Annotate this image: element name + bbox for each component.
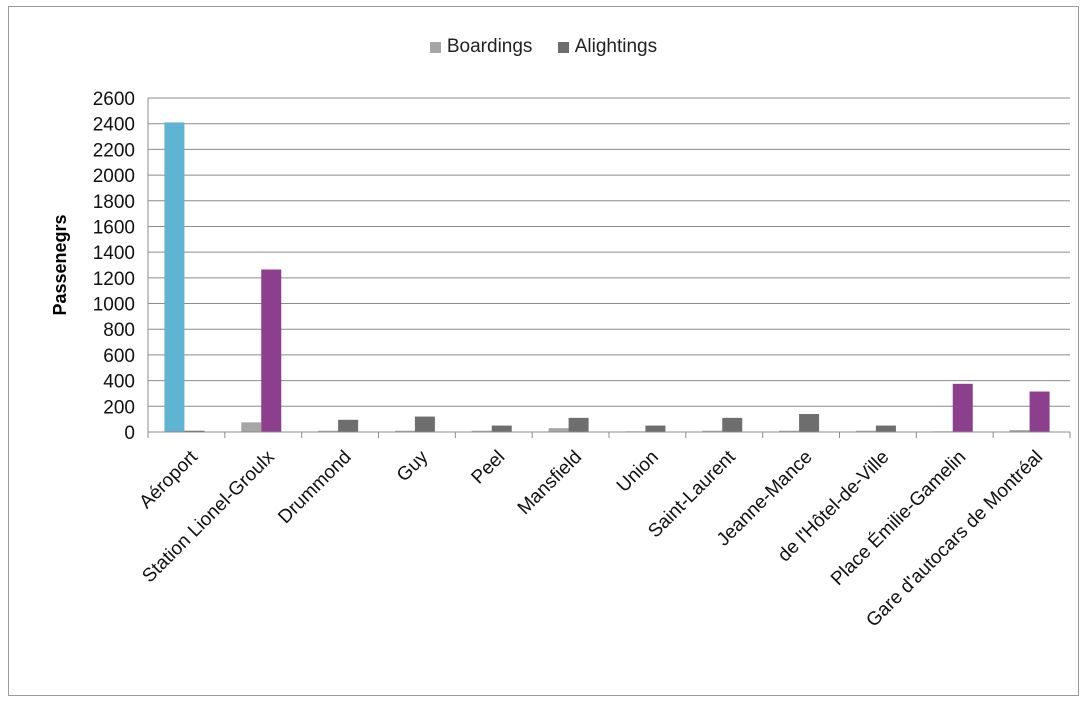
x-tick-label: Drummond [274, 447, 355, 528]
bar-alightings-2 [338, 419, 359, 432]
bar-boardings-2 [318, 430, 339, 432]
y-tick-label: 800 [103, 320, 135, 341]
legend-item-boardings: Boardings [429, 36, 533, 58]
legend: Boardings Alightings [0, 36, 1087, 59]
bar-boardings-9 [855, 430, 876, 432]
y-tick-label: 2200 [93, 140, 135, 161]
legend-swatch-alightings [557, 41, 569, 53]
chart-frame [8, 6, 1079, 696]
bar-boardings-3 [394, 430, 415, 432]
bar-alightings-7 [722, 417, 743, 432]
y-tick-label: 200 [103, 397, 135, 418]
bar-boardings-8 [779, 430, 800, 432]
y-tick-label: 0 [124, 423, 135, 444]
y-tick-label: 1000 [93, 295, 135, 316]
bar-boardings-0 [164, 122, 185, 433]
y-tick-label: 1200 [93, 269, 135, 290]
y-tick-label: 2400 [93, 115, 135, 136]
bar-boardings-7 [702, 430, 723, 432]
x-tick-label: Station Lionel-Groulx [138, 446, 279, 587]
x-tick-label: Aéroport [136, 446, 203, 513]
bar-alightings-4 [491, 425, 512, 432]
bar-boardings-5 [548, 428, 569, 432]
x-tick-label: Union [613, 447, 663, 497]
y-tick-label: 1400 [93, 243, 135, 264]
legend-label-alightings: Alightings [574, 36, 658, 57]
y-tick-label: 600 [103, 346, 135, 367]
y-tick-label: 2600 [93, 89, 135, 110]
bar-alightings-3 [414, 416, 435, 432]
y-tick-label: 2000 [93, 166, 135, 187]
y-tick-label: 1600 [93, 217, 135, 238]
bar-alightings-1 [261, 269, 282, 432]
bar-alightings-0 [184, 430, 205, 432]
bar-alightings-10 [952, 383, 973, 432]
x-tick-label: Mansfield [514, 447, 586, 519]
legend-item-alightings: Alightings [557, 36, 658, 58]
x-tick-label: Guy [393, 446, 433, 486]
legend-label-boardings: Boardings [446, 36, 533, 57]
x-tick-label: Place Émilie-Gamelin [827, 447, 970, 590]
bar-alightings-5 [568, 417, 589, 432]
bar-boardings-4 [471, 430, 492, 432]
bar-alightings-11 [1029, 391, 1050, 432]
bar-alightings-9 [875, 425, 896, 432]
bar-boardings-11 [1009, 430, 1030, 432]
bar-boardings-1 [241, 422, 262, 432]
bar-alightings-6 [645, 425, 666, 432]
y-axis-label: Passenegrs [50, 214, 70, 315]
bar-alightings-8 [799, 414, 820, 432]
legend-swatch-boardings [429, 41, 441, 53]
y-tick-label: 400 [103, 372, 135, 393]
x-tick-label: Peel [468, 447, 510, 489]
y-tick-label: 1800 [93, 192, 135, 213]
